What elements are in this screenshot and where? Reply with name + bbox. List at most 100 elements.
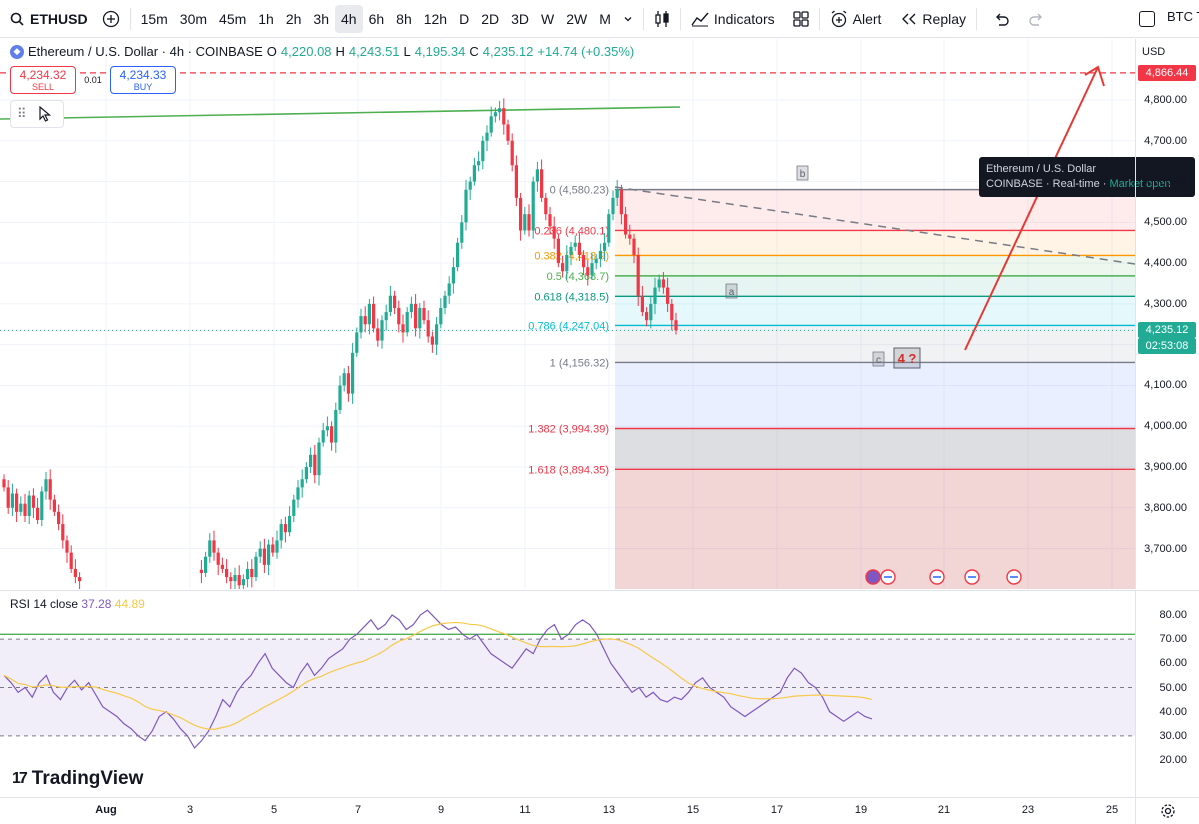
candle-body bbox=[485, 132, 489, 141]
rsi-title: RSI 14 close bbox=[10, 597, 79, 611]
interval-2d[interactable]: 2D bbox=[481, 10, 500, 27]
interval-8h[interactable]: 8h bbox=[396, 10, 412, 27]
candle-body bbox=[460, 222, 464, 243]
undo-button[interactable] bbox=[987, 5, 1015, 33]
interval-dropdown-button[interactable] bbox=[617, 5, 639, 33]
price-axis[interactable]: USD 4,800.00 4,700.00 4,600.00 4,500.00 4,40… bbox=[1135, 39, 1199, 589]
candle-body bbox=[48, 479, 52, 500]
replay-button[interactable]: Replay bbox=[895, 5, 972, 33]
candles-icon bbox=[655, 10, 669, 27]
fib-level-label: 0.382 (4,418.9) bbox=[534, 250, 609, 262]
candle-body bbox=[540, 169, 544, 198]
candle-body bbox=[220, 564, 224, 569]
currency-label[interactable]: USD bbox=[1142, 46, 1166, 58]
wave-label-box bbox=[796, 165, 809, 181]
interval-3h[interactable]: 3h bbox=[313, 10, 329, 27]
rsi-tick: 20.00 bbox=[1159, 754, 1187, 766]
alert-label: Alert bbox=[852, 10, 882, 27]
rsi-ma-line bbox=[3, 621, 873, 730]
time-label: 19 bbox=[854, 804, 868, 816]
low-value: 4,195.34 bbox=[414, 44, 466, 59]
close-value: 4,235.12 bbox=[482, 44, 534, 59]
candle-body bbox=[57, 511, 61, 525]
candle-body bbox=[611, 197, 615, 215]
candle-body bbox=[514, 165, 518, 198]
candle-body bbox=[393, 295, 397, 308]
compare-symbol-button[interactable] bbox=[96, 5, 126, 33]
time-label: 13 bbox=[602, 804, 616, 816]
candle-body bbox=[498, 108, 502, 113]
cursor-arrow-icon[interactable] bbox=[38, 106, 51, 122]
high-value: 4,243.51 bbox=[348, 44, 400, 59]
tradingview-logo[interactable]: 17 TradingView bbox=[12, 768, 143, 790]
fib-level-label: 0.236 (4,480.1) bbox=[534, 225, 609, 237]
rsi-axis[interactable]: 80.00 70.00 60.00 50.00 40.00 30.00 20.00 bbox=[1135, 590, 1199, 797]
compare-checkbox[interactable] bbox=[1139, 11, 1155, 27]
candle-body bbox=[313, 454, 317, 476]
rsi-pane[interactable] bbox=[0, 590, 1135, 797]
rsi-tick: 50.00 bbox=[1159, 681, 1187, 694]
interval-4h[interactable]: 4h bbox=[335, 4, 363, 33]
chart-type-button[interactable] bbox=[648, 5, 676, 33]
interval-w[interactable]: W bbox=[541, 10, 555, 27]
candle-body bbox=[292, 499, 296, 516]
time-label: 5 bbox=[270, 804, 278, 816]
alert-button[interactable]: Alert bbox=[824, 5, 888, 33]
candle-body bbox=[342, 373, 346, 386]
candle-body bbox=[405, 312, 409, 333]
redo-button[interactable] bbox=[1023, 5, 1051, 33]
interval-15m[interactable]: 15m bbox=[140, 10, 168, 27]
time-axis[interactable]: Aug 3 5 7 9 11 13 15 17 19 21 23 25 bbox=[0, 797, 1135, 824]
rsi-chart[interactable] bbox=[0, 591, 1135, 797]
interval-2w[interactable]: 2W bbox=[566, 10, 588, 27]
drag-handle-icon[interactable]: ⠿ bbox=[17, 106, 27, 121]
candle-body bbox=[435, 324, 439, 345]
candle-body bbox=[527, 214, 531, 231]
interval-d[interactable]: D bbox=[459, 10, 470, 27]
candle-body bbox=[649, 303, 653, 321]
indicators-label: Indicators bbox=[713, 10, 775, 27]
price-tick: 4,300.00 bbox=[1144, 297, 1187, 310]
interval-1h[interactable]: 1h bbox=[258, 10, 274, 27]
candle-body bbox=[548, 214, 552, 227]
candle-body bbox=[19, 503, 23, 512]
price-tick: 4,400.00 bbox=[1144, 257, 1187, 270]
interval-45m[interactable]: 45m bbox=[219, 10, 247, 27]
price-chart-pane[interactable]: 0 (4,580.23) 0.236 (4,480.1) 0.382 (4,418.… bbox=[0, 39, 1135, 589]
interval-6h[interactable]: 6h bbox=[368, 10, 385, 27]
fib-level-label: 1.618 (3,894.35) bbox=[528, 464, 609, 476]
candle-body bbox=[321, 430, 325, 443]
interval-12h[interactable]: 12h bbox=[423, 10, 448, 27]
price-tick: 4,600.00 bbox=[1144, 175, 1187, 188]
time-label: 23 bbox=[1021, 804, 1035, 816]
interval-30m[interactable]: 30m bbox=[179, 10, 208, 27]
fib-level-label: 0.5 (4,368.7) bbox=[547, 271, 609, 283]
time-label: 11 bbox=[519, 804, 531, 816]
tradingview-mark-icon: 17 bbox=[12, 770, 28, 787]
chart-settings-button[interactable] bbox=[1135, 797, 1199, 824]
high-key: H bbox=[335, 44, 345, 59]
sell-button[interactable]: 4,234.32 SELL bbox=[10, 66, 76, 94]
candlestick-chart[interactable]: 0 (4,580.23) 0.236 (4,480.1) 0.382 (4,418.… bbox=[0, 39, 1135, 589]
fib-level-label: 0.618 (4,318.5) bbox=[534, 291, 609, 303]
buy-button[interactable]: 4,234.33 BUY bbox=[110, 66, 176, 94]
candle-body bbox=[241, 579, 245, 586]
time-label: 21 bbox=[937, 804, 951, 816]
interval-m[interactable]: M bbox=[599, 10, 611, 27]
trade-panel: 4,234.32 SELL 0.01 4,234.33 BUY bbox=[10, 66, 176, 94]
interval-3d[interactable]: 3D bbox=[511, 10, 530, 27]
grid-icon bbox=[792, 10, 809, 27]
price-tick: 3,800.00 bbox=[1144, 501, 1187, 514]
interval-2h[interactable]: 2h bbox=[285, 10, 302, 27]
fib-zone bbox=[615, 275, 1135, 297]
price-tick: 4,700.00 bbox=[1144, 134, 1187, 147]
time-label: 3 bbox=[186, 804, 194, 816]
layouts-button[interactable] bbox=[787, 5, 815, 33]
candle-body bbox=[330, 426, 334, 443]
symbol-tooltip: Ethereum / U.S. Dollar COINBASE · Real-t… bbox=[979, 157, 1195, 197]
candle-body bbox=[418, 307, 422, 329]
symbol-search[interactable]: ETHUSD bbox=[0, 0, 96, 38]
indicators-button[interactable]: Indicators bbox=[685, 5, 781, 33]
divider bbox=[129, 7, 131, 30]
candle-body bbox=[645, 312, 649, 321]
